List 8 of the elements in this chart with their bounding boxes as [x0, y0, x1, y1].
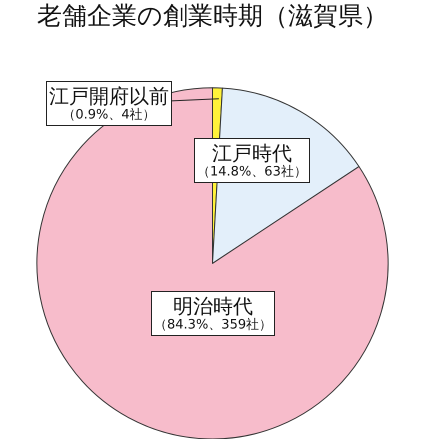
- slice-label: 明治時代: [173, 294, 254, 318]
- data-label: （14.8%、63社）: [197, 164, 307, 180]
- chart-title: 老舗企業の創業時期（滋賀県）: [37, 1, 388, 30]
- slice-label: 江戸開府以前: [49, 84, 169, 108]
- pie-slice: [36, 87, 388, 439]
- data-label: （84.3%、359社）: [154, 318, 272, 333]
- slice-label: 江戸時代: [212, 141, 292, 165]
- data-label: （0.9%、4社）: [62, 108, 156, 123]
